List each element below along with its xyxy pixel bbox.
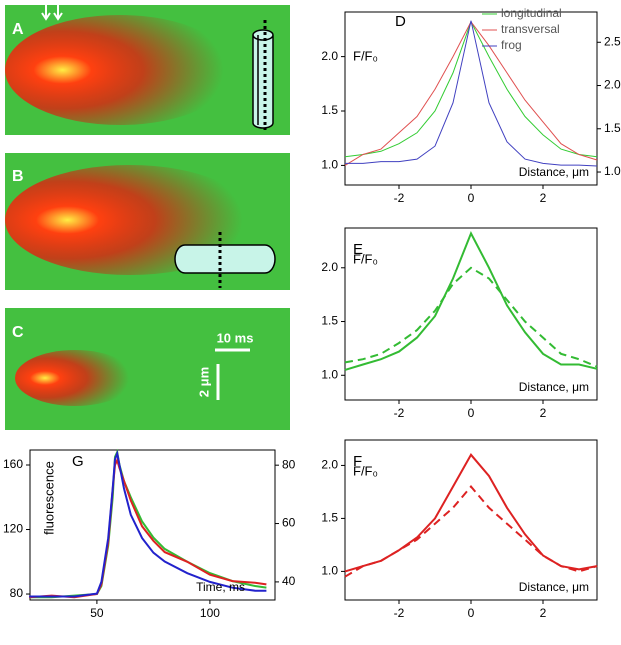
y-tick-label: 2.0 [321,458,338,472]
legend-label: frog [501,38,522,52]
y-tick-label: 1.5 [321,314,338,328]
x-tick-label: 50 [90,606,104,620]
x-tick-label: 2 [540,191,547,205]
x-tick-label: -2 [394,191,405,205]
y-tick-label: 1.0 [321,564,338,578]
y-axis-label: F/F₀ [353,48,378,63]
y-axis-label: fluorescence [41,461,56,535]
space-scale: 2 μm [196,367,211,397]
y2-tick-label: 1.0 [604,164,621,178]
panel-title: G [72,453,84,470]
x-tick-label: -2 [394,406,405,420]
y-tick-label: 2.0 [321,260,338,274]
panel-title: F [353,453,362,470]
x-tick-label: 0 [468,406,475,420]
legend-label: longitudinal [501,6,562,20]
y2-tick-label: 1.5 [604,121,621,135]
y-tick-label: 1.5 [321,511,338,525]
panel-label: A [12,21,24,38]
y-tick-label: 2.0 [321,49,338,63]
y-tick-label: 1.5 [321,103,338,117]
plot-frame [344,227,598,401]
series-line [29,449,267,598]
panel-title: D [395,13,406,30]
x-tick-label: 0 [468,606,475,620]
series-line [344,231,598,371]
y-tick-label: 80 [10,586,24,600]
series-line [344,20,598,166]
series-line [344,485,598,578]
time-scale: 10 ms [217,330,254,345]
plot-frame [344,11,598,186]
series-line [344,266,598,368]
y-tick-label: 160 [3,457,23,471]
plot-frame [29,449,276,601]
x-tick-label: 100 [200,606,220,620]
x-tick-label: 0 [468,191,475,205]
x-axis-label: Time, ms [196,580,245,594]
y2-tick-label: 2.5 [604,34,621,48]
y2-tick-label: 60 [282,516,296,530]
y2-tick-label: 40 [282,574,296,588]
x-tick-label: 2 [540,606,547,620]
legend-label: transversal [501,22,560,36]
panel-label: C [12,324,24,341]
x-axis-label: Distance, μm [519,380,589,394]
y-tick-label: 120 [3,522,23,536]
x-axis-label: Distance, μm [519,580,589,594]
series-line [344,453,598,573]
image-b: B [5,153,290,290]
series-line [345,20,598,167]
y-axis-label: F/F₀ [353,463,378,478]
y-tick-label: 1.0 [321,367,338,381]
x-tick-label: 2 [540,406,547,420]
panel-title: E [353,241,363,258]
y-axis-label: F/F₀ [353,251,378,266]
series-line [344,20,598,158]
image-a: A [5,4,290,135]
y2-tick-label: 2.0 [604,78,621,92]
panel-label: B [12,168,24,185]
x-axis-label: Distance, μm [519,165,589,179]
x-tick-label: -2 [394,606,405,620]
y-tick-label: 1.0 [321,158,338,172]
image-c: C 10 ms 2 μm [5,308,290,430]
plot-frame [344,439,598,601]
series-line [29,448,267,599]
y2-tick-label: 80 [282,457,296,471]
